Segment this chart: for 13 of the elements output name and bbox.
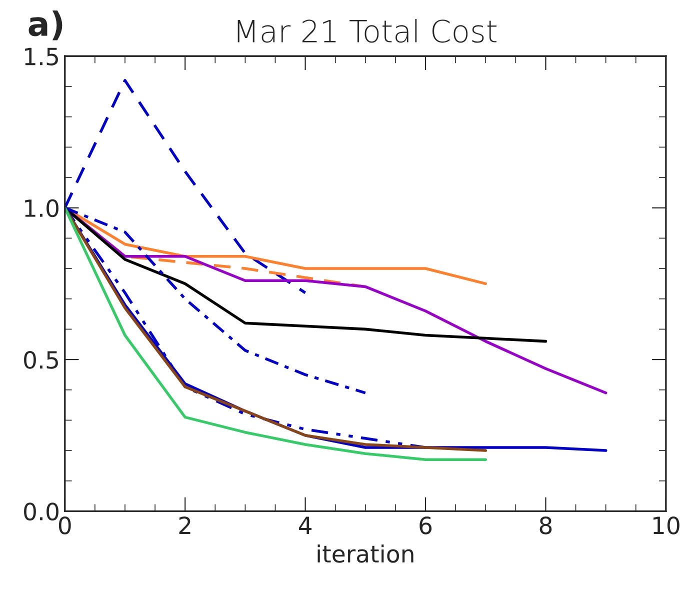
x-tick-label: 10 [653,516,680,534]
y-tick-label: 0.0 [24,502,58,521]
y-tick-label: 1.0 [25,199,58,218]
x-tick-label: 8 [540,516,552,534]
x-tick-label: 4 [298,516,312,534]
chart-title: Mar 21 Total Cost [238,19,496,43]
y-tick-label: 0.5 [24,350,58,369]
x-tick-label: 0 [58,516,71,534]
x-tick-label: 6 [420,516,432,534]
x-axis-title: iteration [318,544,414,563]
text: a) [28,10,62,40]
y-tick-label: 1.5 [25,48,58,66]
x-tick-label: 2 [179,516,190,534]
